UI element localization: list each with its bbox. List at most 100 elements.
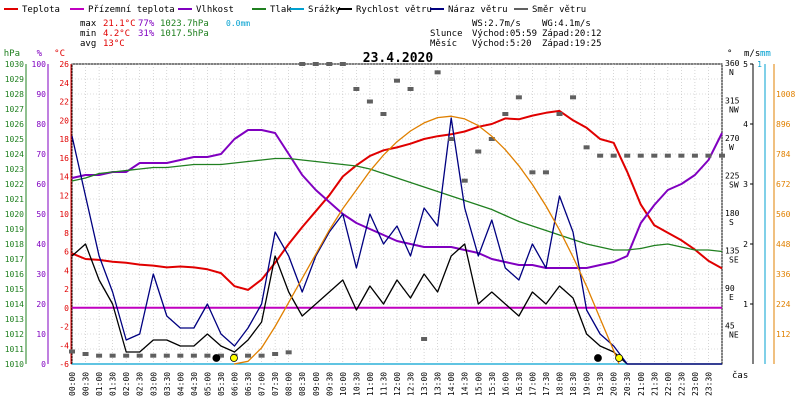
- wind-direction-point: [556, 112, 563, 116]
- stat-pressure: 1023.7hPa: [160, 19, 209, 29]
- humidity-tick-label: 10: [36, 330, 46, 339]
- x-tick-label: 17:30: [542, 372, 551, 396]
- x-tick-label: 10:30: [352, 372, 361, 396]
- humidity-tick-label: 50: [36, 210, 46, 219]
- wind-direction-point: [217, 353, 224, 358]
- wind-direction-point: [150, 353, 157, 358]
- wind-direction-point: [380, 112, 387, 116]
- direction-tick-degrees: 225: [725, 172, 740, 181]
- plot-area: [69, 62, 725, 365]
- wind-direction-point: [542, 170, 549, 175]
- x-tick-label: 04:00: [176, 372, 185, 396]
- hpa-tick-label: 1027: [5, 105, 24, 114]
- wind-direction-point: [245, 353, 252, 358]
- direction-tick-cardinal: SW: [729, 181, 739, 190]
- direction-tick-cardinal: SE: [729, 256, 739, 265]
- temperature-tick-label: 20: [59, 116, 69, 125]
- direction-tick-cardinal: E: [729, 293, 734, 302]
- info-sun-label: Slunce: [430, 29, 463, 39]
- x-tick-label: 13:30: [434, 372, 443, 396]
- x-tick-label: 21:30: [650, 372, 659, 396]
- wind-direction-point: [163, 353, 170, 358]
- legend-entry: Náraz větru: [448, 5, 508, 15]
- hpa-tick-label: 1023: [5, 165, 24, 174]
- hpa-tick-label: 1028: [5, 90, 24, 99]
- direction-tick-cardinal: S: [729, 218, 734, 227]
- x-tick-label: 16:00: [501, 372, 510, 396]
- hpa-tick-label: 1024: [5, 150, 24, 159]
- temperature-tick-label: -4: [59, 341, 69, 350]
- direction-tick-cardinal: N: [729, 68, 734, 77]
- hpa-tick-label: 1011: [5, 345, 24, 354]
- humidity-tick-label: 0: [41, 360, 46, 369]
- wind-direction-point: [637, 153, 644, 158]
- legend-entry: Přízemní teplota: [88, 5, 175, 15]
- temperature-tick-label: -6: [59, 360, 69, 369]
- wind-direction-point: [123, 353, 130, 358]
- info-moon-rise: Východ:5:20: [472, 39, 532, 49]
- humidity-tick-label: 40: [36, 240, 46, 249]
- x-tick-label: 10:00: [339, 372, 348, 396]
- x-tick-label: 12:00: [393, 372, 402, 396]
- hpa-tick-label: 1019: [5, 225, 24, 234]
- x-tick-label: 18:30: [569, 372, 578, 396]
- x-tick-label: 14:30: [461, 372, 470, 396]
- temperature-tick-label: 0: [64, 304, 69, 313]
- temperature-tick-label: 8: [64, 229, 69, 238]
- humidity-tick-label: 20: [36, 300, 46, 309]
- solar-tick-label: 784: [776, 150, 791, 159]
- info-moon-label: Měsíc: [430, 39, 457, 49]
- hpa-tick-label: 1014: [5, 300, 24, 309]
- legend-entry: Rychlost větru: [356, 5, 432, 15]
- x-tick-label: 07:00: [258, 372, 267, 396]
- x-tick-label: 09:30: [325, 372, 334, 396]
- wind-direction-point: [583, 145, 590, 150]
- temperature-tick-label: 2: [64, 285, 69, 294]
- x-tick-label: 18:00: [556, 372, 565, 396]
- x-tick-label: 22:30: [677, 372, 686, 396]
- x-tick-label: 11:30: [379, 372, 388, 396]
- rain-unit-label: mm: [760, 49, 771, 59]
- x-tick-label: 20:30: [623, 372, 632, 396]
- wind-direction-point: [624, 153, 631, 158]
- temperature-tick-label: 12: [59, 191, 69, 200]
- sun-set-marker: [615, 354, 623, 362]
- temperature-unit-label: °C: [54, 49, 65, 59]
- hpa-tick-label: 1022: [5, 180, 24, 189]
- wind-direction-point: [434, 70, 441, 75]
- wind-direction-point: [312, 62, 319, 66]
- wind-direction-point: [421, 337, 428, 341]
- x-tick-label: 08:30: [298, 372, 307, 396]
- series-line-slune-n-z-en-: [233, 115, 620, 365]
- stat-row_labels: avg: [80, 39, 96, 49]
- wind-direction-point: [502, 112, 509, 116]
- temperature-tick-label: 22: [59, 98, 69, 107]
- wind-direction-point: [394, 78, 400, 83]
- series-line-tlak: [71, 157, 723, 253]
- x-tick-label: 06:00: [231, 372, 240, 396]
- wind-direction-point: [204, 353, 211, 358]
- direction-tick-degrees: 180: [725, 209, 740, 218]
- temperature-tick-label: 10: [59, 210, 69, 219]
- x-tick-label: 17:00: [528, 372, 537, 396]
- wind-direction-point: [515, 95, 522, 100]
- wind-direction-point: [96, 353, 103, 358]
- x-tick-label: 07:30: [271, 372, 280, 396]
- hpa-tick-label: 1020: [5, 210, 24, 219]
- direction-tick-cardinal: NW: [729, 106, 739, 115]
- hpa-tick-label: 1017: [5, 255, 24, 264]
- wind-direction-point: [610, 153, 617, 158]
- direction-unit-label: °: [727, 49, 732, 59]
- info-moon-set: Západ:19:25: [542, 39, 602, 49]
- x-tick-label: 20:00: [610, 372, 619, 396]
- x-tick-label: 00:00: [68, 372, 77, 396]
- humidity-tick-label: 100: [32, 60, 47, 69]
- wind-direction-point: [529, 170, 536, 175]
- wind-direction-point: [407, 87, 414, 91]
- wind-tick-label: 1: [743, 300, 748, 309]
- legend-entry: Tlak: [270, 5, 292, 15]
- x-axis-label: čas: [732, 370, 748, 381]
- wind-direction-point: [691, 153, 698, 158]
